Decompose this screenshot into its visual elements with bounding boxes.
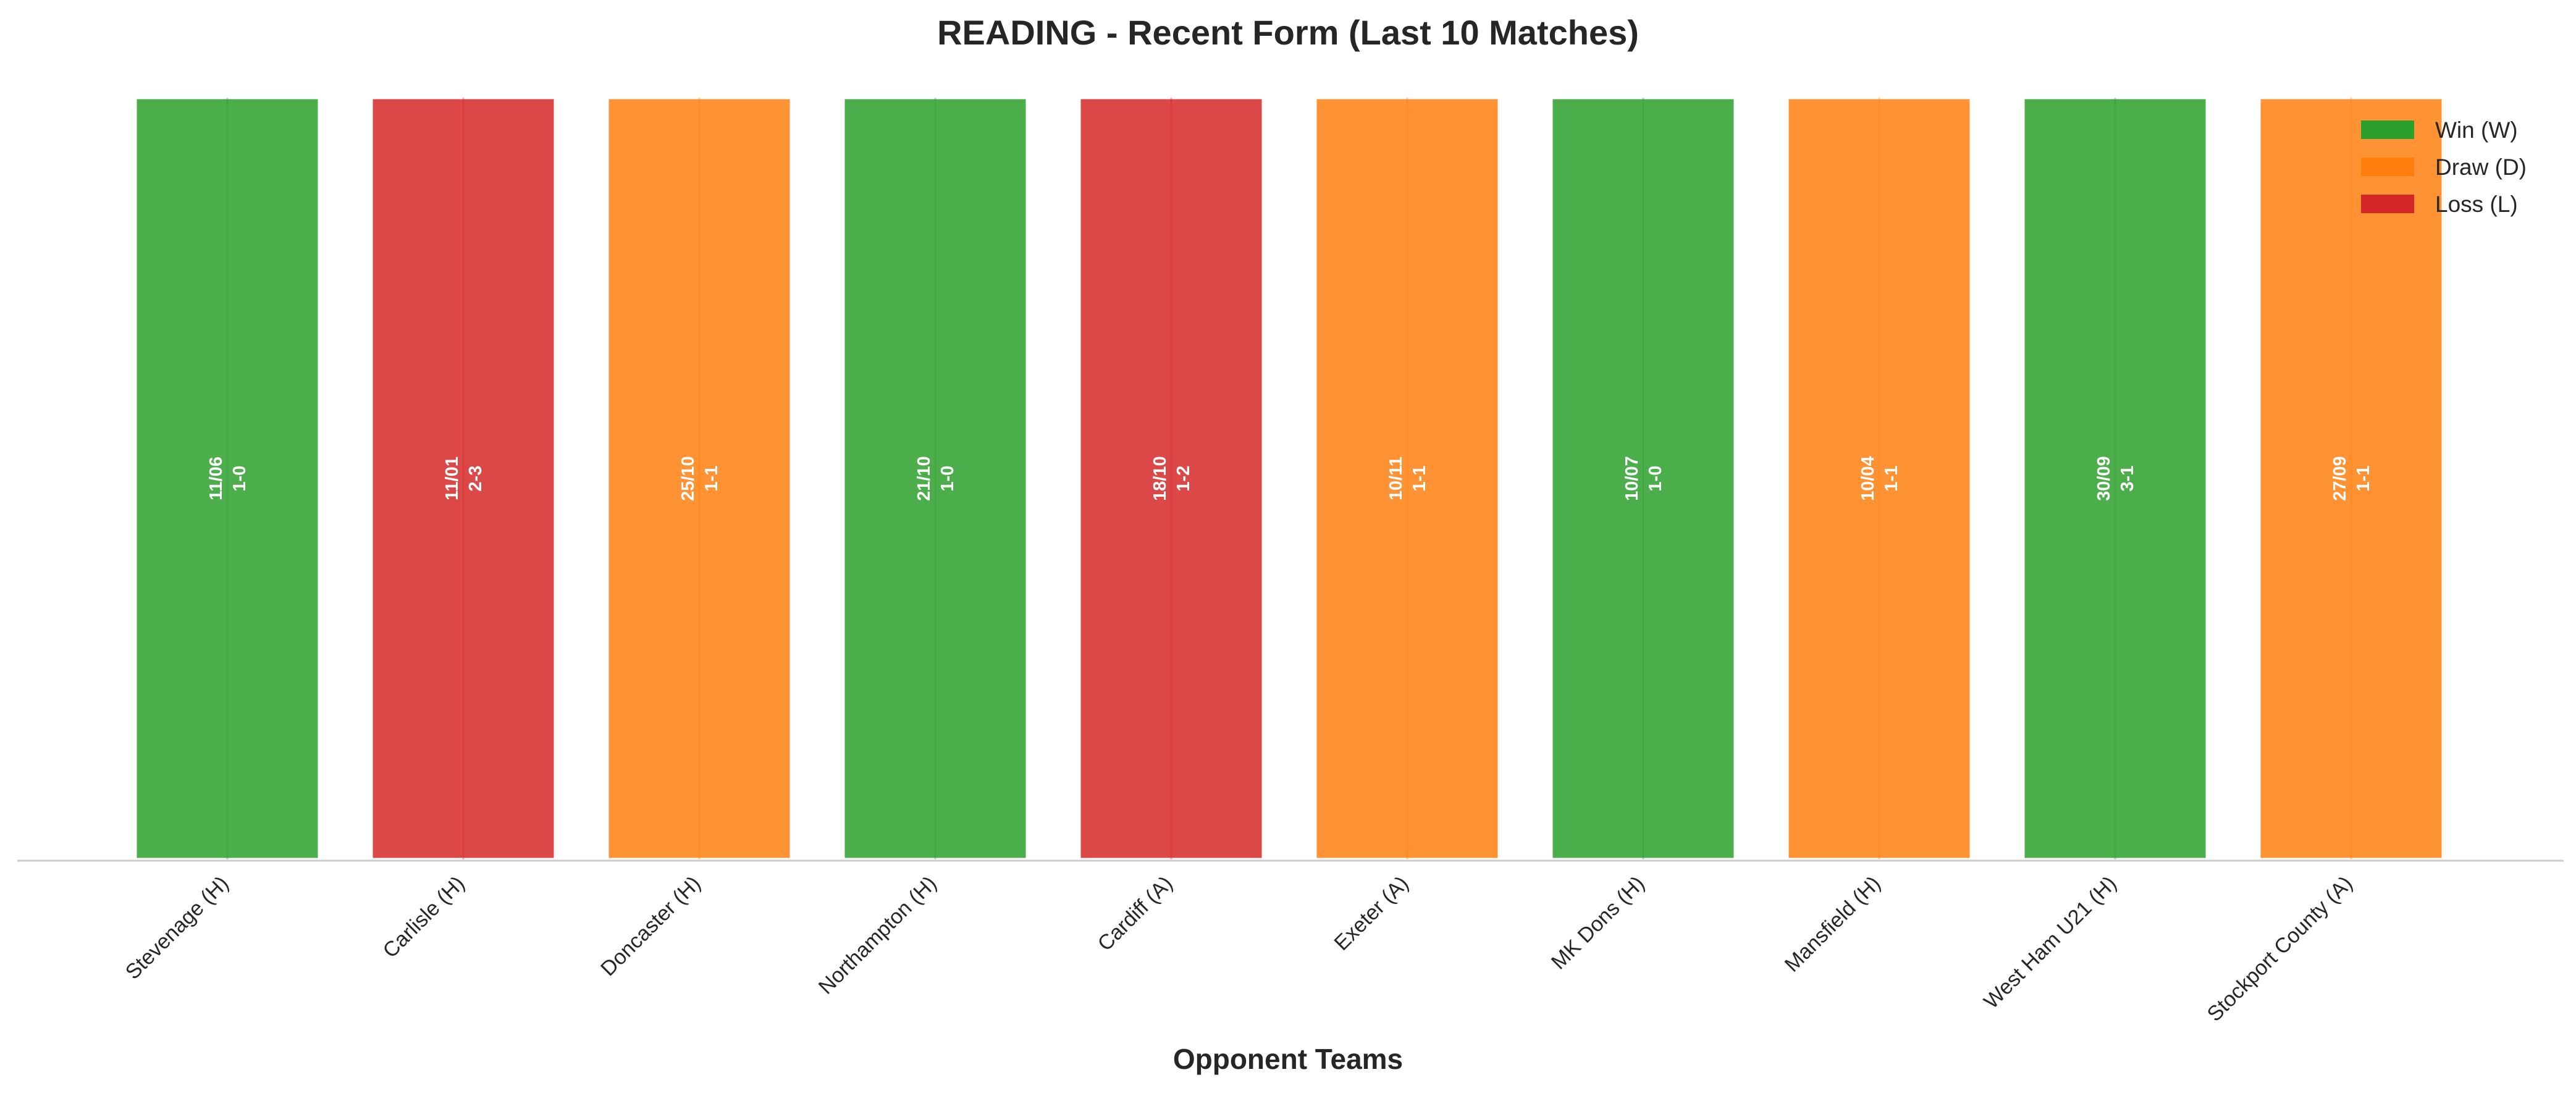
bar-score-label: 1-0 [230, 466, 250, 492]
bar-1-label: 11/06 1-0 [206, 457, 250, 500]
bar-date-label: 30/09 [2094, 456, 2114, 501]
legend-swatch-d [2361, 158, 2414, 176]
bar-3-label: 25/10 1-1 [678, 456, 722, 501]
bar-date-label: 10/07 [1622, 456, 1642, 501]
bar-2-label: 11/01 2-3 [442, 457, 486, 500]
bar-score-label: 1-1 [2354, 466, 2373, 492]
legend-label-d: Draw (D) [2435, 154, 2527, 180]
legend-swatch-w [2361, 120, 2414, 139]
bar-date-label: 11/01 [442, 457, 462, 500]
bar-date-label: 25/10 [678, 456, 698, 501]
bar-2 [369, 96, 557, 861]
bar-4-label: 21/10 1-0 [914, 456, 958, 501]
bar-9-label: 30/09 3-1 [2094, 456, 2137, 501]
chart-title: READING - Recent Form (Last 10 Matches) [937, 13, 1639, 52]
bar-date-label: 10/04 [1858, 456, 1878, 501]
bars-layer: 11/06 1-0 11/01 2-3 25/10 1-1 21/10 1-0 18/10 1-2… [133, 96, 2445, 861]
bar-date-label: 21/10 [914, 456, 934, 501]
legend-label-l: Loss (L) [2435, 192, 2518, 217]
bar-8 [1785, 96, 1973, 861]
bar-10 [2257, 96, 2445, 861]
bar-7 [1549, 96, 1737, 861]
bar-score-label: 1-2 [1174, 466, 1193, 492]
x-axis-label: Opponent Teams [1173, 1043, 1403, 1075]
bar-score-label: 1-1 [702, 466, 722, 492]
bar-score-label: 2-3 [466, 466, 486, 492]
bar-4 [841, 96, 1029, 861]
legend-swatch-l [2361, 195, 2414, 213]
bar-6-label: 10/11 1-1 [1386, 457, 1429, 500]
bar-score-label: 1-1 [1882, 466, 1901, 492]
bar-10-label: 27/09 1-1 [2330, 456, 2373, 501]
bar-8-label: 10/04 1-1 [1858, 456, 1901, 501]
bar-score-label: 3-1 [2118, 466, 2137, 492]
bar-date-label: 10/11 [1386, 457, 1406, 500]
bar-score-label: 1-1 [1410, 466, 1429, 492]
bar-1 [133, 96, 321, 861]
bar-9 [2021, 96, 2209, 861]
bar-7-label: 10/07 1-0 [1622, 456, 1665, 501]
bar-5 [1077, 96, 1265, 861]
bar-3 [605, 96, 793, 861]
bar-6 [1313, 96, 1501, 861]
bar-date-label: 18/10 [1150, 456, 1170, 501]
legend-label-w: Win (W) [2435, 117, 2518, 143]
legend: Win (W) Draw (D) Loss (L) [2361, 117, 2527, 217]
bar-date-label: 27/09 [2330, 456, 2350, 501]
bar-score-label: 1-0 [1646, 466, 1665, 492]
bar-date-label: 11/06 [206, 457, 226, 500]
bar-5-label: 18/10 1-2 [1150, 456, 1193, 501]
bar-score-label: 1-0 [938, 466, 958, 492]
